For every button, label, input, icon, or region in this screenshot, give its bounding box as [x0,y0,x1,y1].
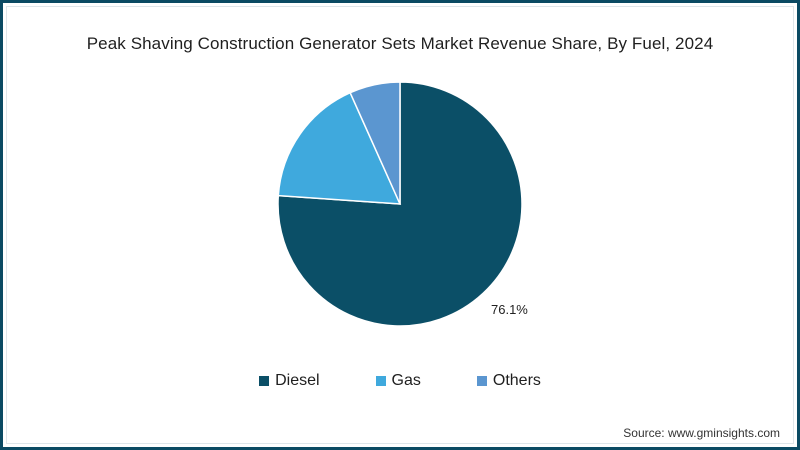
others-swatch-icon [476,376,487,386]
pie-slice-others[interactable] [349,81,401,205]
diesel-percent-label: 76.1% [491,302,528,317]
source-note: Source: www.gminsights.com [623,426,780,440]
legend-label-gas: Gas [391,372,421,389]
legend-label-diesel: Diesel [275,372,320,389]
legend: Diesel Gas Others [0,372,800,390]
legend-item-others[interactable]: Others [476,372,541,390]
chart-title: Peak Shaving Construction Generator Sets… [86,34,714,53]
gas-swatch-icon [375,376,386,386]
legend-item-gas[interactable]: Gas [375,372,421,390]
diesel-swatch-icon [259,376,270,386]
legend-item-diesel[interactable]: Diesel [259,372,320,390]
chart-inner-border [6,6,794,444]
legend-label-others: Others [492,372,541,389]
pie-slice-gas[interactable] [277,91,402,205]
